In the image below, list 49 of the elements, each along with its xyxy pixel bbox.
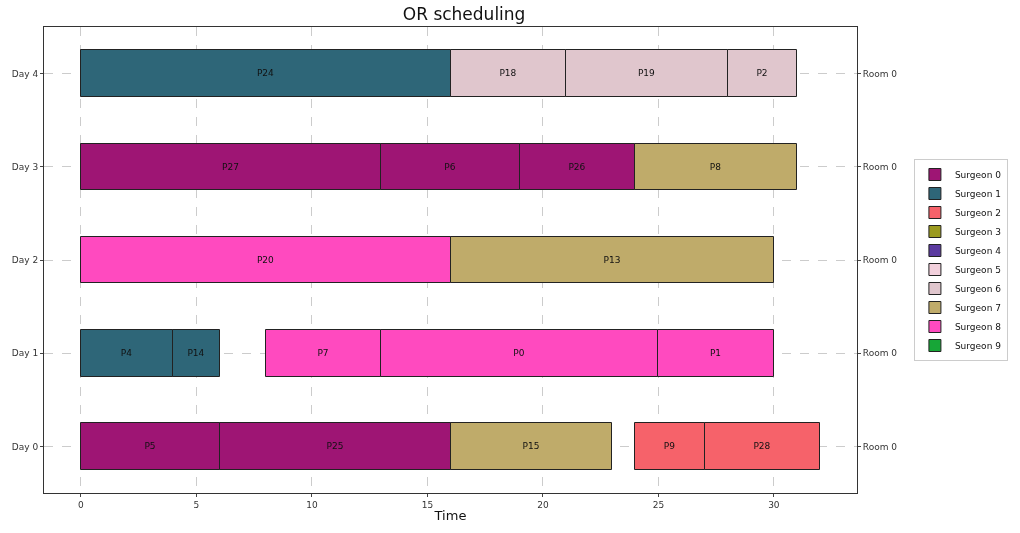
legend-label: Surgeon 0 — [954, 170, 1002, 181]
chart-title: OR scheduling — [402, 3, 526, 24]
data-label: P27 — [222, 161, 239, 172]
data-label: P4 — [120, 348, 133, 358]
y-tick-label: Day 2 — [11, 255, 39, 266]
x-tick-label: 10 — [306, 499, 318, 510]
x-tick-label: 5 — [193, 499, 200, 510]
data-label: P24 — [256, 68, 275, 78]
data-label: P19 — [637, 68, 656, 78]
legend-label: Surgeon 1 — [954, 189, 1001, 200]
y-tick-label: Day 1 — [11, 348, 39, 359]
data-label: P20 — [256, 254, 275, 265]
data-label: P7 — [317, 348, 329, 358]
data-label: P13 — [603, 254, 621, 265]
y2-tick-label: Room 0 — [862, 161, 898, 172]
x-tick-label: 20 — [537, 499, 549, 510]
legend-label: Surgeon 4 — [954, 246, 1002, 257]
data-label: P2 — [756, 68, 768, 78]
y-tick-label: Day 4 — [11, 68, 39, 79]
data-label: P25 — [326, 441, 344, 451]
data-label: P6 — [444, 161, 456, 172]
y2-tick-label: Room 0 — [862, 255, 898, 266]
data-label: P18 — [499, 68, 517, 78]
legend-label: Surgeon 8 — [954, 322, 1002, 333]
data-label: P15 — [522, 441, 540, 451]
x-axis-title: Time — [433, 508, 467, 524]
x-tick-label: 25 — [652, 499, 665, 510]
x-tick-label: 30 — [768, 499, 780, 510]
data-label: P9 — [663, 441, 676, 451]
data-label: P26 — [568, 161, 586, 172]
data-label: P5 — [144, 441, 156, 451]
data-label: P14 — [187, 348, 205, 358]
legend-label: Surgeon 5 — [954, 265, 1001, 276]
x-tick-label: 0 — [78, 499, 85, 510]
legend-label: Surgeon 3 — [954, 227, 1001, 238]
data-label: P0 — [513, 348, 525, 358]
data-label: P28 — [753, 441, 771, 451]
y-tick-label: Day 3 — [11, 161, 39, 172]
data-label: P1 — [709, 348, 722, 358]
legend-label: Surgeon 9 — [954, 341, 1002, 352]
x-tick-label: 15 — [421, 499, 434, 510]
y2-tick-label: Room 0 — [862, 348, 898, 359]
y2-tick-label: Room 0 — [862, 441, 898, 452]
legend-label: Surgeon 2 — [954, 208, 1001, 219]
y-tick-label: Day 0 — [11, 441, 39, 452]
legend-label: Surgeon 6 — [954, 284, 1002, 295]
data-label: P8 — [709, 161, 722, 172]
legend-label: Surgeon 7 — [954, 303, 1001, 314]
y2-tick-label: Room 0 — [862, 68, 898, 79]
